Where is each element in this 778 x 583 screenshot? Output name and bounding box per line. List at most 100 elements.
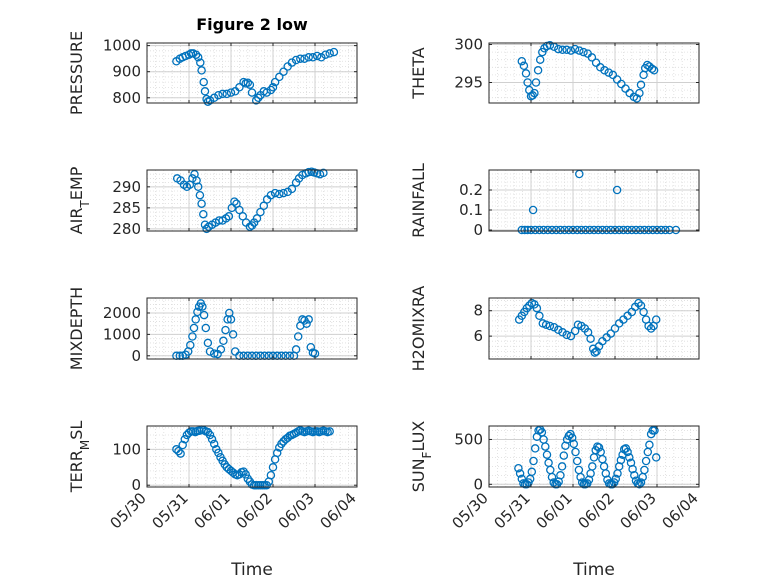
data-point bbox=[535, 311, 544, 321]
data-point bbox=[279, 67, 288, 76]
data-point bbox=[635, 225, 645, 235]
data-point bbox=[547, 472, 557, 482]
data-point bbox=[224, 212, 234, 221]
y-axis-label: THETA bbox=[409, 47, 428, 99]
data-point bbox=[644, 321, 653, 331]
y-tick-label: 1000 bbox=[103, 37, 141, 55]
y-tick-label: 0 bbox=[131, 476, 141, 494]
data-point bbox=[304, 53, 313, 62]
tick-marks bbox=[146, 426, 358, 487]
plot-area bbox=[489, 426, 699, 487]
data-point bbox=[671, 225, 681, 235]
data-point bbox=[558, 45, 567, 55]
data-point bbox=[291, 55, 301, 65]
data-point bbox=[557, 462, 567, 471]
data-point bbox=[651, 315, 661, 324]
data-point bbox=[587, 53, 597, 62]
y-tick-label: 295 bbox=[454, 73, 483, 91]
data-point bbox=[517, 56, 527, 66]
tick-marks bbox=[146, 43, 358, 103]
data-point bbox=[306, 342, 316, 352]
data-point bbox=[650, 426, 659, 435]
data-point bbox=[554, 44, 563, 54]
plot-area bbox=[489, 170, 699, 231]
data-point bbox=[228, 330, 238, 339]
data-point bbox=[188, 174, 197, 183]
x-tick-label: 06/04 bbox=[317, 489, 360, 532]
data-point bbox=[329, 47, 339, 57]
axes-box bbox=[488, 42, 700, 104]
data-point bbox=[579, 47, 588, 57]
data-point bbox=[245, 80, 255, 89]
data-point bbox=[195, 190, 205, 200]
data-point bbox=[238, 212, 248, 221]
data-point bbox=[602, 225, 611, 235]
data-point bbox=[249, 218, 259, 227]
data-point bbox=[531, 78, 541, 87]
y-tick-label: 0.1 bbox=[459, 201, 483, 219]
y-tick-label: 290 bbox=[112, 178, 141, 196]
data-point bbox=[590, 348, 600, 357]
series-markers bbox=[172, 47, 339, 106]
data-point bbox=[610, 324, 620, 333]
data-point bbox=[610, 225, 620, 235]
data-point bbox=[623, 225, 632, 235]
axes-box bbox=[146, 42, 358, 104]
data-point bbox=[562, 45, 571, 55]
data-point bbox=[522, 303, 532, 313]
data-point bbox=[594, 443, 604, 452]
data-point bbox=[572, 456, 582, 466]
data-point bbox=[230, 197, 239, 206]
data-point bbox=[196, 58, 205, 67]
data-point bbox=[612, 185, 622, 195]
x-tick-label: 05/30 bbox=[107, 489, 150, 532]
data-point bbox=[197, 66, 206, 75]
data-point bbox=[541, 320, 551, 329]
y-tick-label: 0 bbox=[473, 221, 483, 239]
series-markers bbox=[172, 167, 328, 234]
data-point bbox=[199, 310, 209, 320]
data-point bbox=[645, 440, 654, 450]
tick-marks bbox=[488, 43, 700, 103]
data-point bbox=[639, 307, 648, 317]
y-tick-label: 300 bbox=[454, 36, 483, 54]
data-point bbox=[266, 470, 276, 480]
data-point bbox=[526, 225, 536, 235]
data-point bbox=[635, 480, 644, 489]
y-tick-label: 800 bbox=[112, 89, 141, 107]
series-markers bbox=[517, 41, 659, 103]
data-point bbox=[640, 465, 649, 475]
data-point bbox=[235, 205, 244, 215]
data-point bbox=[296, 54, 305, 63]
data-point bbox=[279, 188, 288, 198]
data-point bbox=[528, 91, 537, 100]
data-point bbox=[558, 328, 567, 337]
data-point bbox=[241, 470, 250, 479]
data-point bbox=[651, 453, 661, 462]
data-point bbox=[566, 46, 576, 55]
data-point bbox=[543, 225, 553, 235]
subplot-pressure: 800 900 1000 PRESSURE bbox=[67, 31, 358, 115]
data-point bbox=[566, 331, 576, 341]
data-point bbox=[172, 445, 181, 454]
data-point bbox=[209, 349, 219, 358]
data-point bbox=[174, 446, 183, 456]
data-point bbox=[207, 435, 217, 444]
data-point bbox=[539, 225, 548, 235]
x-tick-label: 05/31 bbox=[149, 489, 192, 532]
data-point bbox=[266, 190, 276, 200]
data-point bbox=[665, 225, 674, 235]
data-point bbox=[291, 345, 301, 354]
axes-box bbox=[488, 169, 700, 232]
data-point bbox=[589, 225, 599, 235]
series-markers bbox=[514, 298, 661, 357]
data-point bbox=[191, 50, 201, 59]
data-point bbox=[636, 80, 646, 90]
data-point bbox=[529, 456, 538, 466]
data-point bbox=[275, 72, 284, 82]
subplot-h2omixra: 6 8 H2OMIXRA bbox=[409, 286, 700, 371]
data-point bbox=[235, 83, 244, 92]
axes-box bbox=[146, 297, 358, 360]
